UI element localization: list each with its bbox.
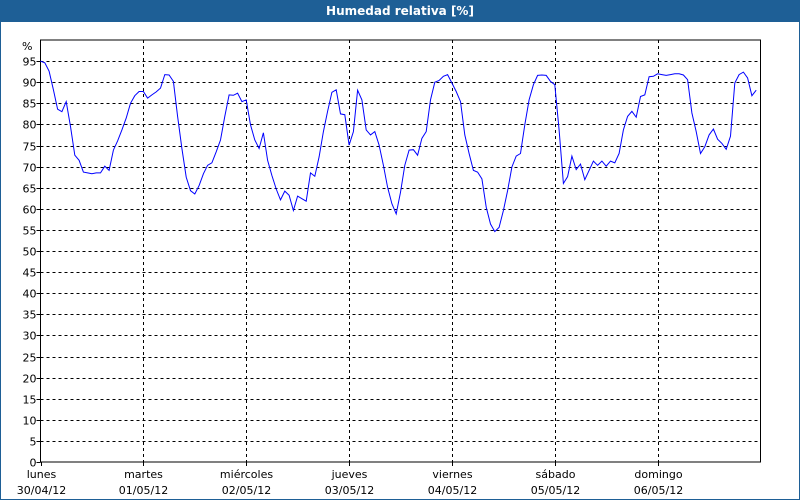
- y-tick-label: 40: [23, 288, 37, 301]
- x-tick-day-label: martes: [124, 468, 163, 481]
- y-tick-label: 5: [30, 436, 37, 449]
- x-tick-day-label: sábado: [536, 468, 576, 481]
- y-tick-label: 45: [23, 267, 37, 280]
- x-tick-day-label: viernes: [432, 468, 472, 481]
- x-tick-date-label: 01/05/12: [119, 484, 168, 497]
- x-tick-day-label: jueves: [331, 468, 368, 481]
- y-tick-label: 75: [23, 141, 37, 154]
- y-tick-label: 55: [23, 225, 37, 238]
- y-tick-label: 35: [23, 309, 37, 322]
- chart-title: Humedad relativa [%]: [1, 1, 799, 22]
- y-tick-label: 70: [23, 162, 37, 175]
- x-tick-date-label: 06/05/12: [634, 484, 683, 497]
- x-tick-day-label: domingo: [634, 468, 682, 481]
- y-tick-label: 10: [23, 415, 37, 428]
- y-tick-label: 85: [23, 98, 37, 111]
- humidity-series-line: [40, 60, 757, 233]
- x-tick-date-label: 30/04/12: [17, 484, 66, 497]
- x-tick-date-label: 03/05/12: [325, 484, 374, 497]
- y-tick-label: 80: [23, 119, 37, 132]
- y-axis-label: %: [22, 40, 32, 53]
- y-tick-label: 30: [23, 330, 37, 343]
- x-tick-day-label: lunes: [27, 468, 57, 481]
- x-tick-day-label: miércoles: [220, 468, 273, 481]
- y-tick-label: 0: [30, 457, 37, 470]
- plot-frame: [40, 39, 761, 463]
- y-tick-label: 20: [23, 373, 37, 386]
- x-tick-date-label: 04/05/12: [428, 484, 477, 497]
- y-tick-label: 95: [23, 56, 37, 69]
- x-tick-date-label: 05/05/12: [531, 484, 580, 497]
- y-tick-label: 50: [23, 246, 37, 259]
- y-tick-label: 25: [23, 352, 37, 365]
- x-tick-date-label: 02/05/12: [222, 484, 271, 497]
- y-tick-label: 90: [23, 77, 37, 90]
- y-tick-label: 60: [23, 204, 37, 217]
- y-tick-label: 15: [23, 394, 37, 407]
- y-tick-label: 65: [23, 183, 37, 196]
